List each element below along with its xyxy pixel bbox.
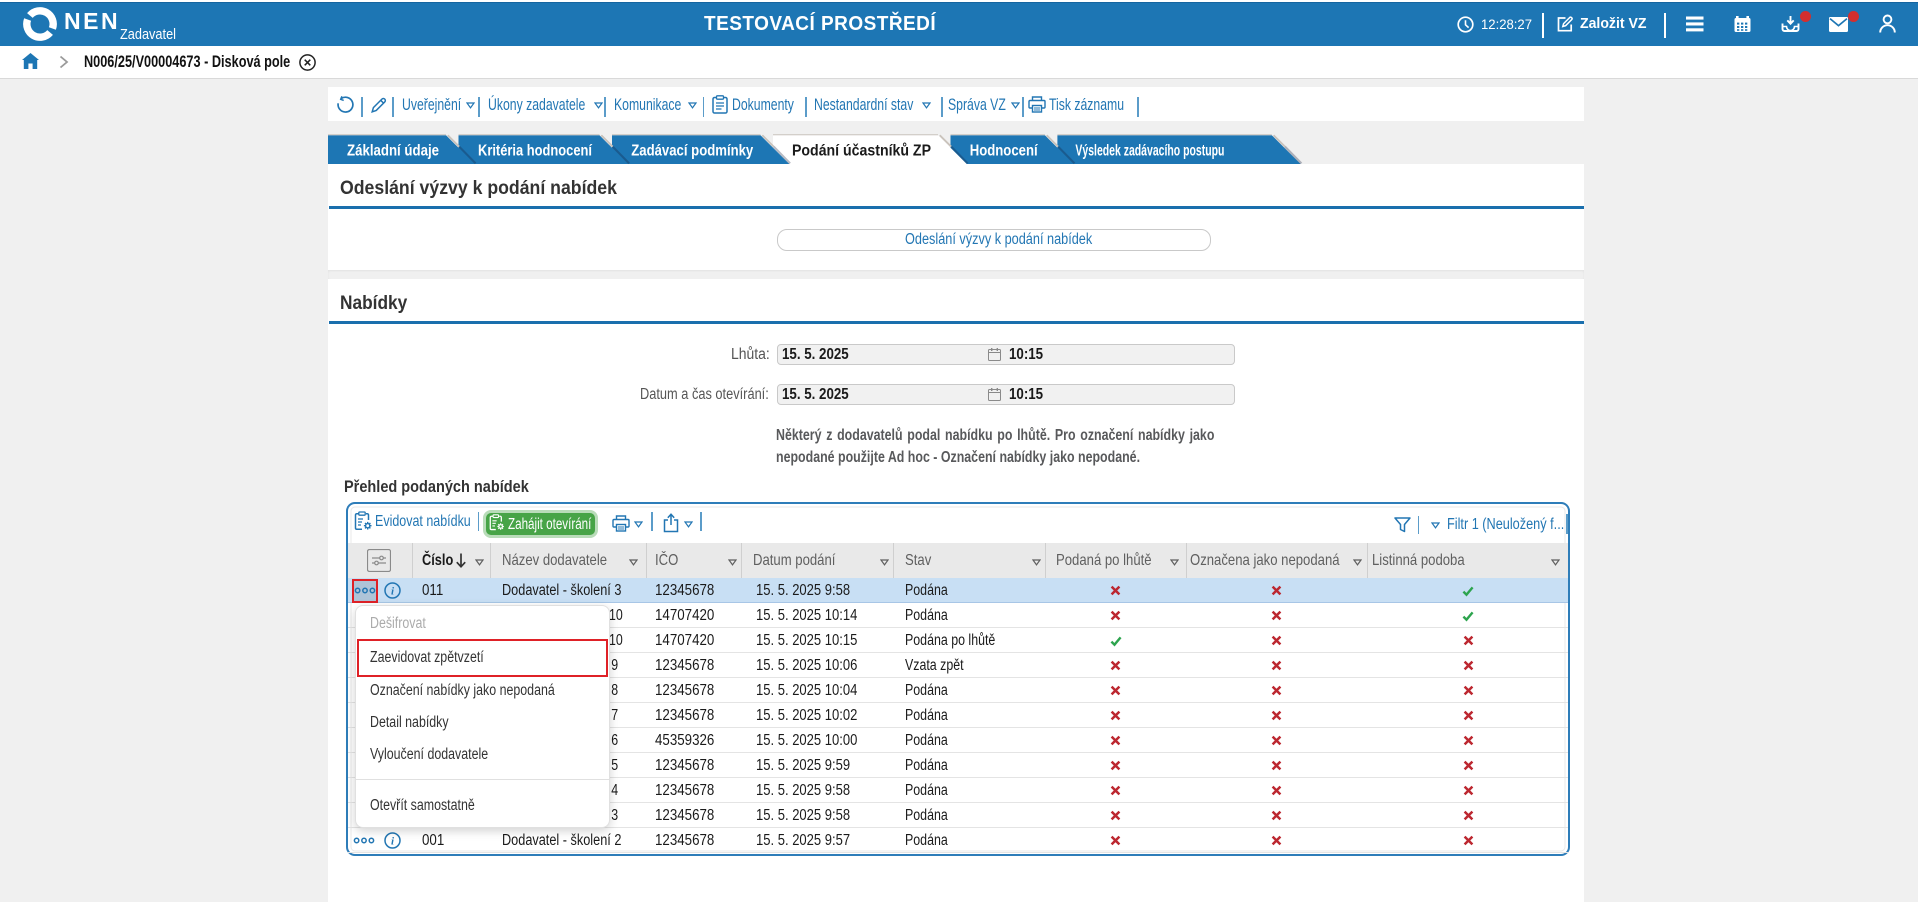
svg-text:Podání účastníků ZP: Podání účastníků ZP [792, 143, 931, 160]
svg-text:Zadávací podmínky: Zadávací podmínky [631, 143, 753, 160]
svg-text:Základní údaje: Základní údaje [347, 143, 439, 160]
svg-text:Kritéria hodnocení: Kritéria hodnocení [478, 143, 593, 160]
svg-text:i: i [391, 835, 395, 847]
svg-text:i: i [391, 585, 395, 597]
svg-text:Hodnocení: Hodnocení [970, 143, 1039, 160]
svg-text:Výsledek zadávacího postupu: Výsledek zadávacího postupu [1075, 143, 1224, 160]
